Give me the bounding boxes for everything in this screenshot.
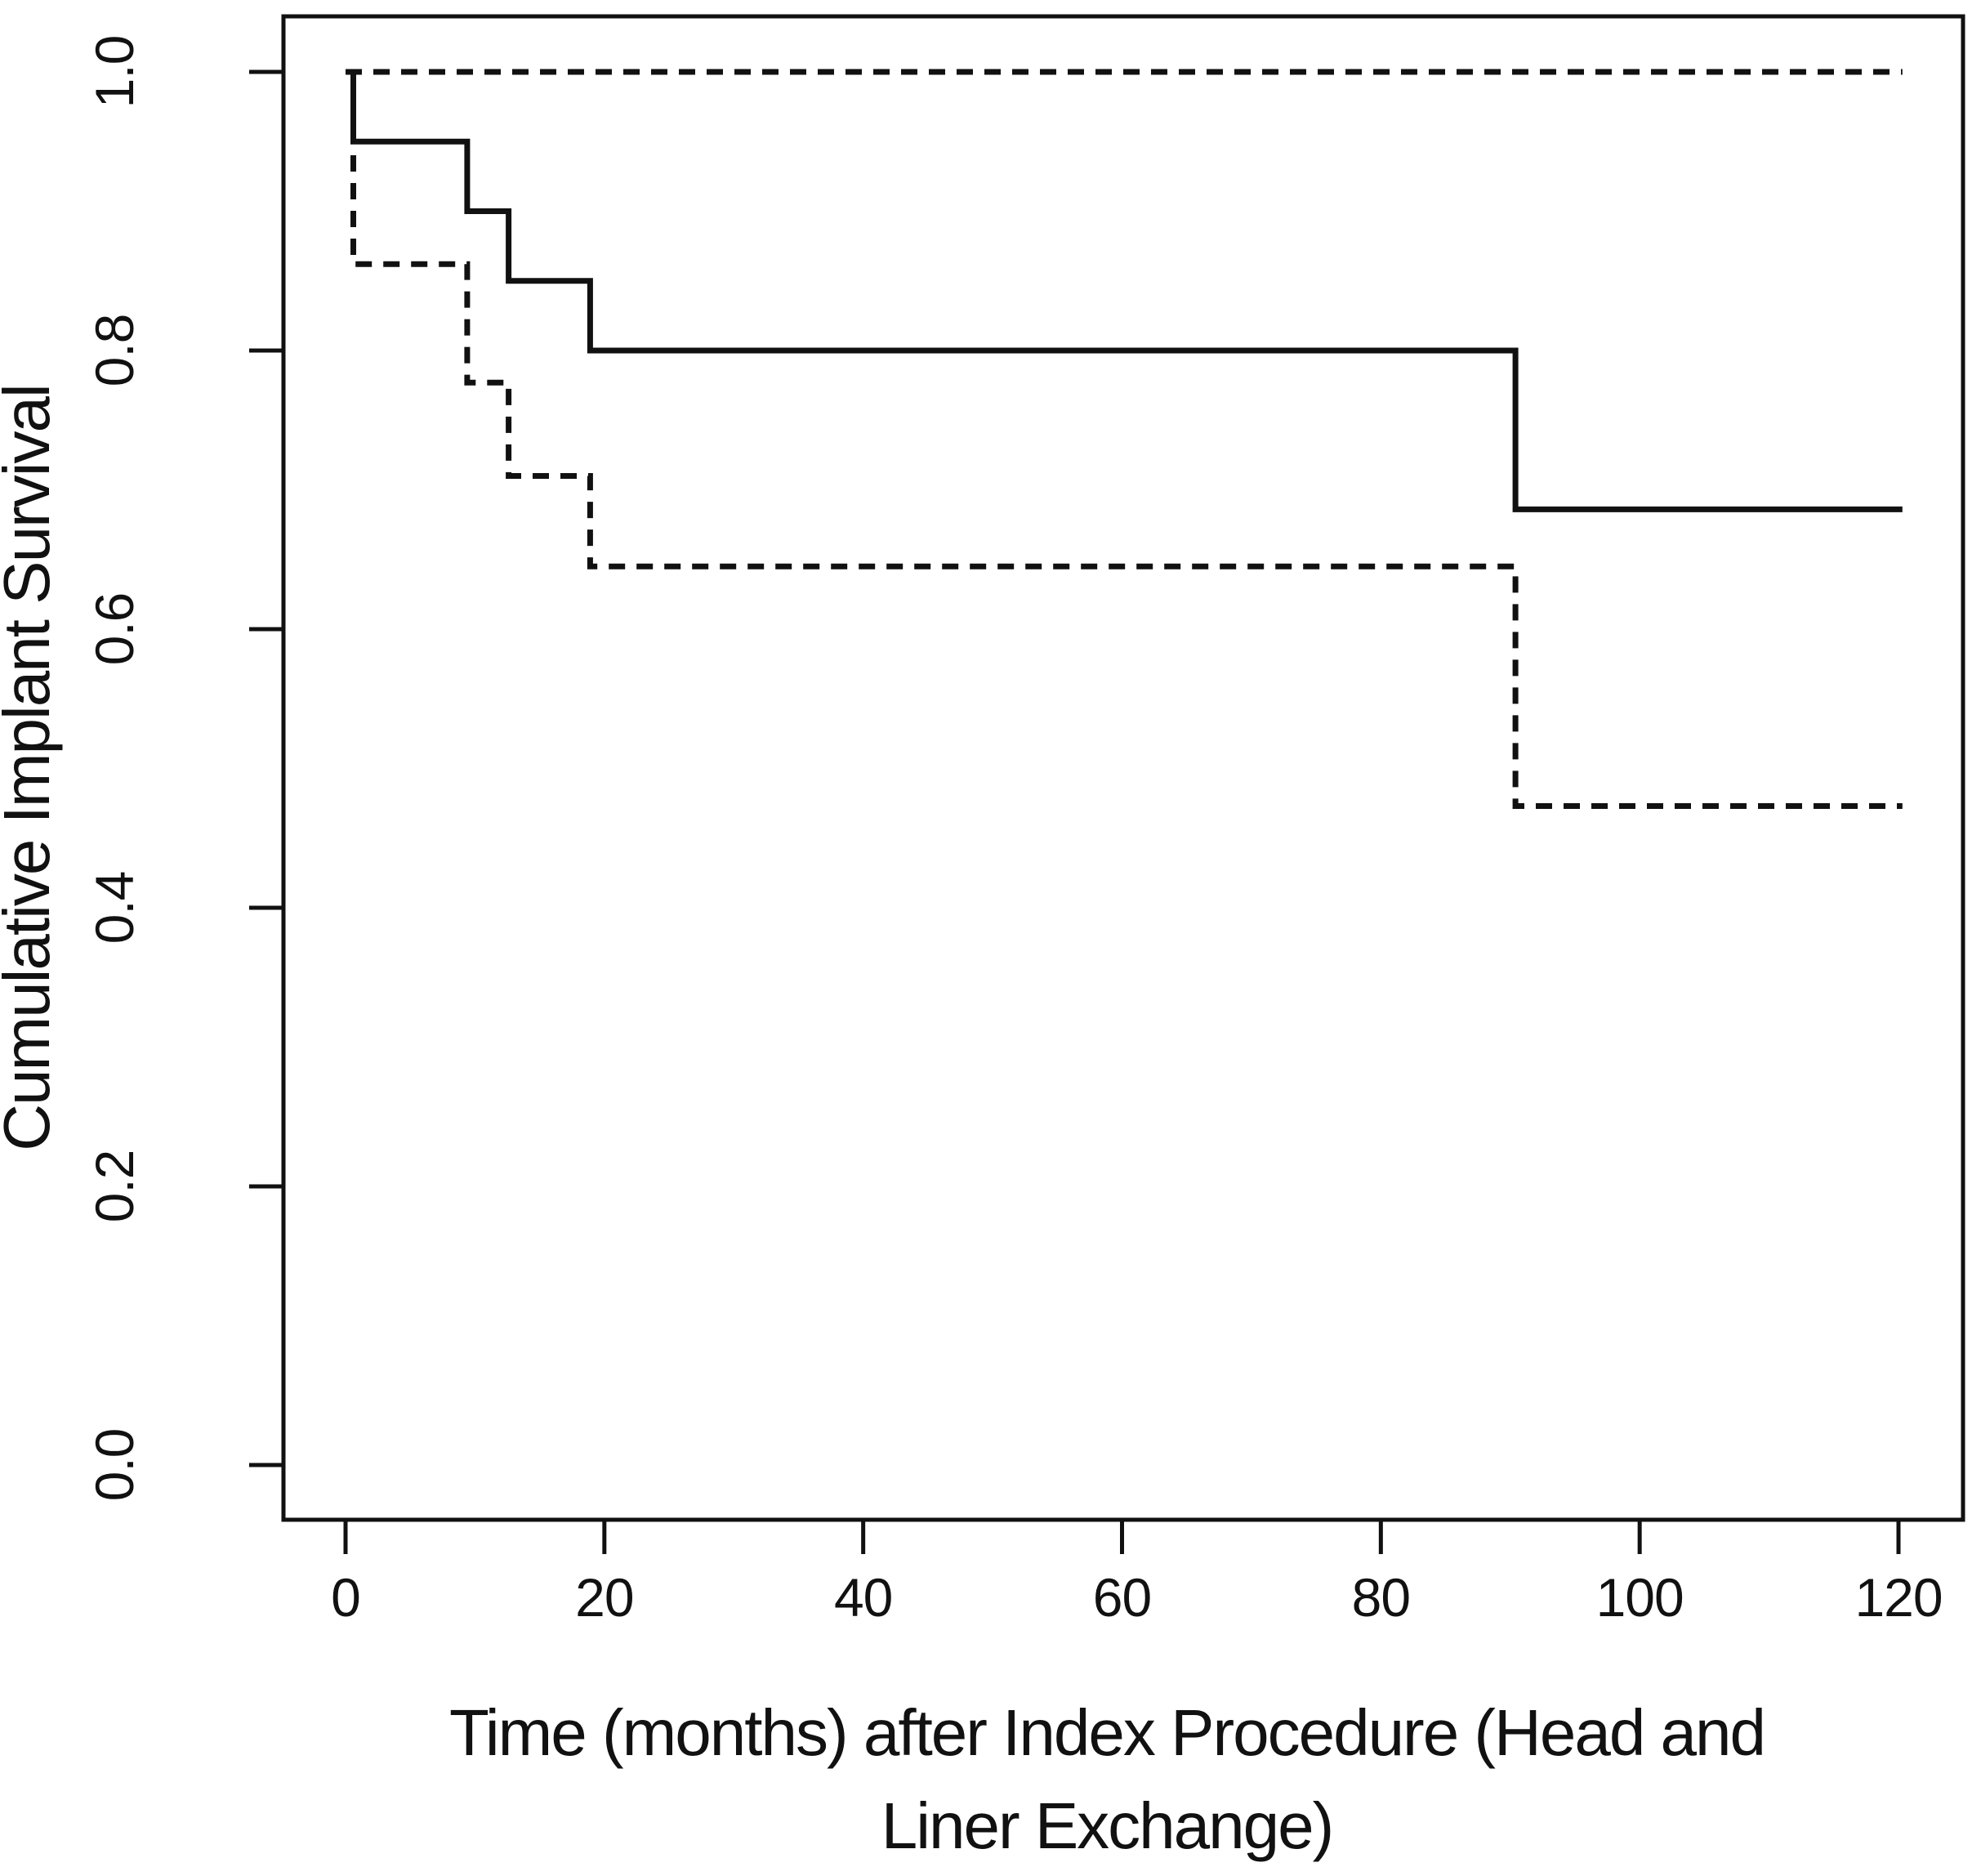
ci-lower-curve [350,72,1903,809]
y-axis-tick-label: 0.2 [84,1150,145,1223]
y-axis-tick-label: 0.6 [84,593,145,666]
x-axis-title-line1: Time (months) after Index Procedure (Hea… [449,1696,1765,1769]
x-axis-tick-label: 20 [575,1567,633,1628]
x-axis-tick-label: 120 [1854,1567,1942,1628]
x-axis-tick-label: 60 [1093,1567,1151,1628]
x-axis-ticks: 0 20 40 60 80 100 120 [331,1520,1943,1628]
y-axis-title: Cumulative Implant Survival [0,385,63,1150]
y-axis-ticks: 0.0 0.2 0.4 0.6 0.8 1.0 [84,36,283,1502]
x-axis-tick-label: 0 [331,1567,360,1628]
y-axis-tick-label: 1.0 [84,36,145,109]
x-axis-tick-label: 100 [1596,1567,1684,1628]
y-axis-tick-label: 0.8 [84,315,145,387]
curves-group [346,69,1903,809]
x-axis-tick-label: 40 [834,1567,892,1628]
y-axis-tick-label: 0.0 [84,1429,145,1502]
x-axis-title-line2: Liner Exchange) [881,1789,1333,1862]
x-axis-tick-label: 80 [1352,1567,1410,1628]
y-axis-tick-label: 0.4 [84,872,145,945]
